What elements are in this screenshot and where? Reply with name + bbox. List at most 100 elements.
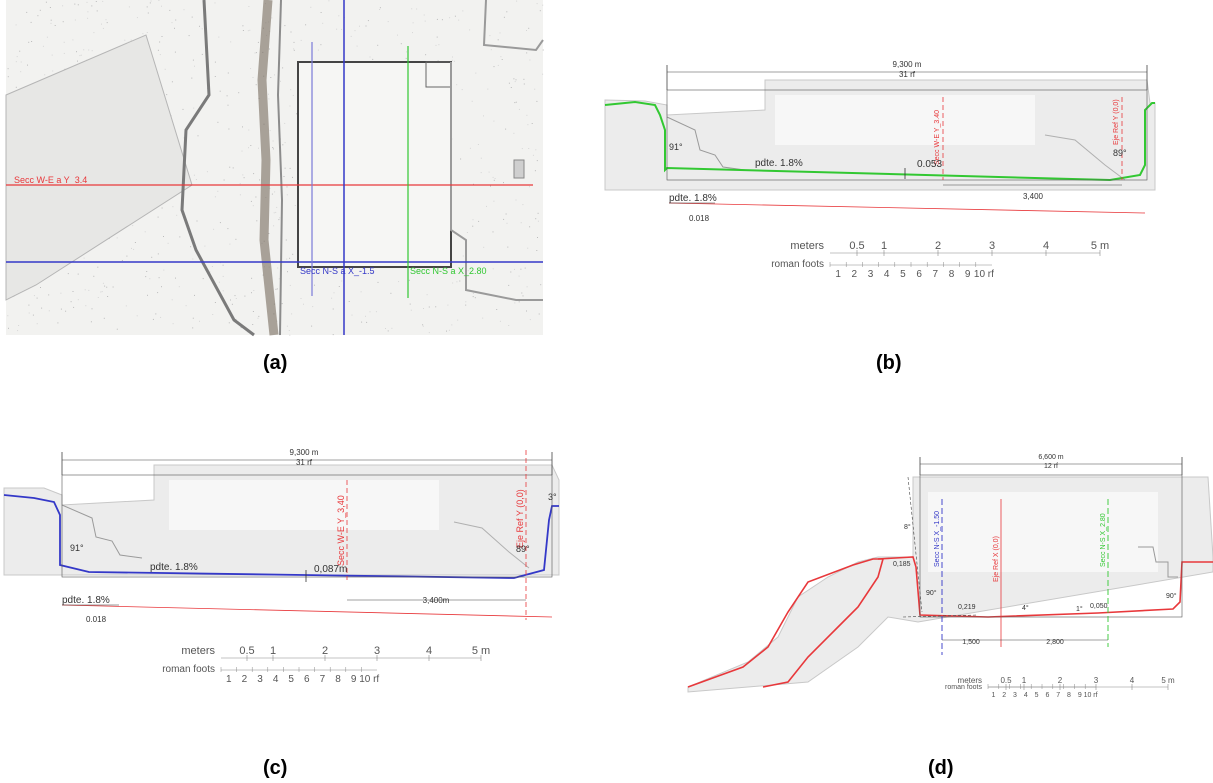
label-we: Secc W-E a Y_3.4 bbox=[14, 175, 87, 185]
plan-speckle bbox=[524, 267, 526, 269]
plan-speckle bbox=[518, 301, 520, 303]
scale-meters-label: meters bbox=[790, 240, 824, 252]
panel-d: 6,600 m 12 rf 8° 0,185 Secc N-S X_-1.50 … bbox=[687, 437, 1213, 707]
plan-speckle bbox=[252, 324, 254, 325]
plan-speckle bbox=[74, 19, 76, 21]
plan-speckle bbox=[278, 278, 280, 280]
plan-speckle bbox=[452, 56, 453, 58]
plan-speckle bbox=[86, 1, 88, 3]
plan-speckle bbox=[62, 21, 64, 23]
plan-speckle bbox=[67, 273, 69, 275]
plan-speckle bbox=[284, 122, 286, 124]
plan-speckle bbox=[232, 167, 234, 169]
plan-speckle bbox=[486, 205, 487, 207]
plan-speckle bbox=[305, 24, 307, 26]
plan-speckle bbox=[508, 82, 510, 84]
caption-b: (b) bbox=[876, 352, 902, 374]
section-steps-right bbox=[1138, 546, 1178, 578]
plan-speckle bbox=[514, 268, 515, 270]
plan-speckle bbox=[515, 101, 517, 103]
plan-speckle bbox=[497, 39, 499, 41]
plan-speckle bbox=[227, 72, 229, 74]
plan-speckle bbox=[503, 182, 504, 184]
plan-speckle bbox=[149, 2, 151, 4]
plan-wall-right bbox=[450, 62, 543, 301]
plan-speckle bbox=[228, 322, 230, 324]
plan-speckle bbox=[250, 145, 252, 146]
plan-speckle bbox=[448, 329, 450, 331]
plan-speckle bbox=[271, 17, 273, 19]
plan-speckle bbox=[63, 41, 65, 43]
plan-speckle bbox=[320, 12, 322, 13]
plan-speckle bbox=[178, 286, 180, 288]
plan-speckle bbox=[272, 147, 274, 148]
plan-speckle bbox=[348, 301, 350, 302]
plan-speckle bbox=[367, 20, 369, 22]
plan-speckle bbox=[54, 25, 56, 26]
plan-speckle bbox=[230, 41, 232, 43]
plan-speckle bbox=[60, 308, 62, 310]
plan-speckle bbox=[489, 35, 491, 37]
plan-speckle bbox=[405, 57, 407, 59]
scale-meters-tick: 3 bbox=[989, 240, 995, 252]
plan-speckle bbox=[493, 200, 495, 202]
plan-speckle bbox=[426, 294, 428, 296]
plan-speckle bbox=[294, 205, 296, 206]
plan-speckle bbox=[282, 144, 284, 146]
scale-rf-tick: 6 bbox=[916, 269, 922, 280]
plan-speckle bbox=[191, 77, 193, 79]
plan-speckle bbox=[239, 183, 241, 185]
plan-speckle bbox=[356, 45, 358, 47]
scale-rf-tick: 5 bbox=[288, 674, 294, 685]
slope-inner: pdte. 1.8% bbox=[150, 562, 198, 573]
plan-speckle bbox=[449, 17, 451, 19]
plan-speckle bbox=[317, 49, 319, 51]
plan-speckle bbox=[537, 237, 538, 238]
plan-speckle bbox=[497, 64, 499, 66]
scale-rf-label: roman foots bbox=[945, 684, 982, 691]
plan-speckle bbox=[249, 29, 251, 31]
plan-speckle bbox=[526, 114, 528, 116]
plan-speckle bbox=[194, 294, 195, 296]
plan-speckle bbox=[451, 59, 453, 61]
plan-speckle bbox=[377, 44, 379, 46]
plan-speckle bbox=[171, 81, 173, 83]
plan-speckle bbox=[400, 43, 402, 45]
plan-speckle bbox=[536, 3, 538, 5]
plan-speckle bbox=[499, 32, 501, 34]
plan-speckle bbox=[192, 317, 194, 319]
scale-rf-tick: 3 bbox=[257, 674, 263, 685]
plan-speckle bbox=[128, 6, 130, 8]
plan-speckle bbox=[172, 206, 174, 208]
plan-speckle bbox=[163, 269, 165, 271]
plan-speckle bbox=[465, 304, 467, 306]
plan-speckle bbox=[77, 60, 78, 62]
plan-speckle bbox=[150, 0, 152, 2]
plan-speckle bbox=[289, 284, 291, 286]
plan-speckle bbox=[456, 84, 458, 86]
plan-speckle bbox=[278, 219, 280, 221]
plan-speckle bbox=[456, 281, 458, 283]
plan-speckle bbox=[192, 59, 194, 61]
scale-meters-tick: 2 bbox=[935, 240, 941, 252]
plan-speckle bbox=[255, 52, 257, 54]
plan-speckle bbox=[103, 317, 105, 319]
plan-speckle bbox=[535, 218, 537, 220]
plan-speckle bbox=[20, 61, 22, 63]
plan-speckle bbox=[97, 297, 99, 298]
axis-ref-label: Eje Ref Y (0,0) bbox=[515, 489, 525, 548]
plan-speckle bbox=[213, 228, 215, 230]
plan-speckle bbox=[513, 78, 515, 80]
plan-speckle bbox=[37, 15, 39, 17]
plan-speckle bbox=[501, 59, 503, 60]
plan-speckle bbox=[436, 18, 438, 20]
plan-speckle bbox=[289, 334, 291, 336]
plan-speckle bbox=[218, 36, 220, 38]
plan-speckle bbox=[493, 66, 495, 68]
plan-speckle bbox=[268, 98, 270, 100]
scale-rf-tick: 6 bbox=[304, 674, 310, 685]
angle-left: 91° bbox=[70, 543, 84, 553]
drop-b: 0,050 bbox=[1090, 603, 1108, 610]
plan-speckle bbox=[371, 272, 373, 274]
scale-rf-tick: 3 bbox=[1013, 692, 1017, 699]
